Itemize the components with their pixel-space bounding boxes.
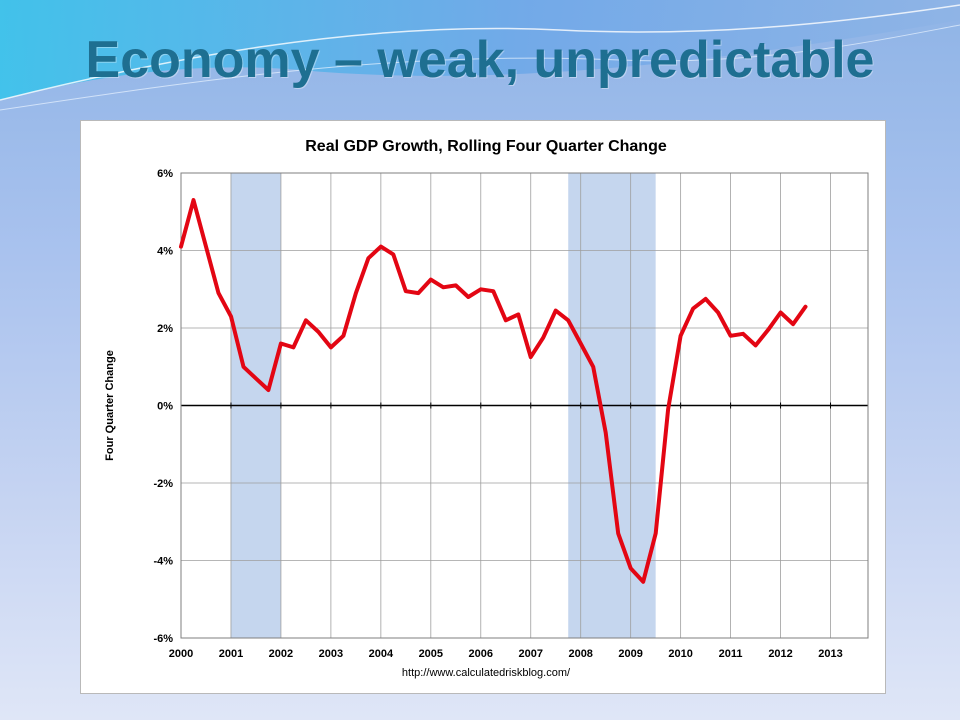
y-tick-label: 6%	[157, 168, 173, 180]
y-tick-label: 4%	[157, 246, 173, 258]
gdp-line-chart: 6% 4% 2% 0% -2% -4% -6% 2000 2001 2002 2003 2004 200…	[81, 121, 887, 695]
x-tick-label: 2003	[319, 648, 343, 660]
x-tick-label: 2011	[719, 648, 743, 660]
chart-title: Real GDP Growth, Rolling Four Quarter Ch…	[305, 138, 667, 155]
x-tick-label: 2012	[768, 648, 792, 660]
x-tick-label: 2008	[568, 648, 592, 660]
x-tick-label: 2001	[219, 648, 243, 660]
x-tick-label: 2010	[668, 648, 692, 660]
y-axis-label: Four Quarter Change	[104, 350, 116, 461]
x-tick-label: 2009	[618, 648, 642, 660]
x-tick-label: 2006	[469, 648, 493, 660]
y-tick-label: 2%	[157, 323, 173, 335]
slide-title: Economy – weak, unpredictable	[0, 30, 960, 90]
x-tick-label: 2004	[369, 648, 394, 660]
y-tick-label: -4%	[153, 556, 173, 568]
chart-frame: 6% 4% 2% 0% -2% -4% -6% 2000 2001 2002 2003 2004 200…	[80, 120, 886, 694]
source-label: http://www.calculatedriskblog.com/	[402, 667, 571, 679]
x-tick-label: 2013	[818, 648, 842, 660]
x-tick-label: 2007	[519, 648, 543, 660]
x-tick-label: 2000	[169, 648, 193, 660]
x-tick-label: 2005	[419, 648, 443, 660]
y-tick-label: -2%	[153, 478, 173, 490]
y-tick-label: -6%	[153, 633, 173, 645]
x-tick-label: 2002	[269, 648, 293, 660]
grid-lines	[181, 173, 868, 638]
y-tick-label: 0%	[157, 401, 173, 413]
